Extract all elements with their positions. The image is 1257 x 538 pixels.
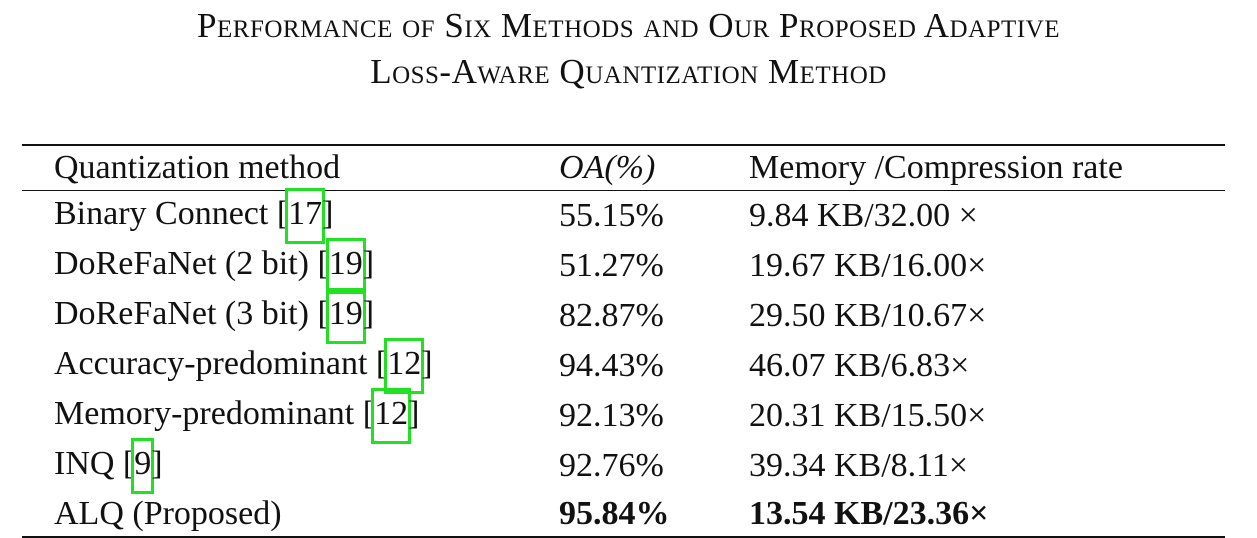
- method-cell: DoReFaNet (2 bit) [19]: [22, 238, 559, 294]
- memory-cell: 20.31 KB/15.50×: [749, 397, 987, 434]
- table-row: ALQ (Proposed) 95.84% 13.54 KB/23.36×: [22, 491, 1225, 537]
- memory-cell: 39.34 KB/8.11×: [749, 447, 969, 484]
- citation-link[interactable]: 19: [325, 288, 366, 344]
- citation-link[interactable]: 9: [131, 438, 155, 494]
- method-cell: Memory-predominant [12]: [22, 388, 559, 444]
- method-text: Binary Connect [: [54, 195, 289, 232]
- table-header: Quantization method OA(%) Memory /Compre…: [22, 145, 1225, 191]
- table-row: INQ [9] 92.76% 39.34 KB/8.11×: [22, 438, 1225, 494]
- header-cell: OA(%): [559, 149, 656, 186]
- method-cell: Accuracy-predominant [12]: [22, 338, 559, 394]
- method-cell: DoReFaNet (3 bit) [19]: [22, 288, 559, 344]
- method-text: ALQ (Proposed): [54, 494, 282, 532]
- method-text: ]: [421, 345, 433, 382]
- oa-cell: 95.84%: [559, 494, 670, 532]
- table-row: Memory-predominant [12] 92.13% 20.31 KB/15…: [22, 388, 1225, 444]
- citation-link[interactable]: 12: [371, 388, 412, 444]
- table-row: Accuracy-predominant [12] 94.43% 46.07 KB/…: [22, 338, 1225, 394]
- oa-cell: 55.15%: [559, 197, 664, 234]
- oa-cell: 94.43%: [559, 347, 664, 384]
- citation-link[interactable]: 19: [325, 238, 366, 294]
- memory-cell: 9.84 KB/32.00 ×: [749, 197, 978, 234]
- table-row: DoReFaNet (3 bit) [19] 82.87% 29.50 KB/10.…: [22, 288, 1225, 344]
- memory-cell: 29.50 KB/10.67×: [749, 297, 987, 334]
- header-row: Quantization method OA(%) Memory /Compre…: [22, 145, 1225, 191]
- method-text: ]: [322, 195, 334, 232]
- method-text: ]: [151, 445, 163, 482]
- method-text: DoReFaNet (2 bit) [: [54, 245, 329, 282]
- caption-line: Performance of Six Methods and Our Propo…: [197, 6, 1060, 45]
- memory-cell: 19.67 KB/16.00×: [749, 247, 987, 284]
- oa-cell: 82.87%: [559, 297, 664, 334]
- method-text: ]: [362, 245, 375, 282]
- table-row: Binary Connect [17] 55.15% 9.84 KB/32.00 ×: [22, 188, 1225, 244]
- memory-cell: 13.54 KB/23.36×: [749, 494, 989, 532]
- oa-cell: 92.76%: [559, 447, 664, 484]
- results-table: Quantization method OA(%) Memory /Compre…: [22, 144, 1225, 538]
- memory-cell: 46.07 KB/6.83×: [749, 347, 970, 384]
- citation-link[interactable]: 17: [285, 188, 326, 244]
- method-text: DoReFaNet (3 bit) [: [54, 295, 329, 332]
- table-body: Binary Connect [17] 55.15% 9.84 KB/32.00 ×…: [22, 188, 1225, 537]
- citation-link[interactable]: 12: [384, 338, 425, 394]
- method-cell: INQ [9]: [22, 438, 559, 494]
- header-cell: Quantization method: [54, 149, 341, 186]
- oa-cell: 51.27%: [559, 247, 664, 284]
- method-text: Accuracy-predominant [: [54, 345, 388, 382]
- method-cell: ALQ (Proposed): [22, 491, 559, 537]
- method-cell: Binary Connect [17]: [22, 188, 559, 244]
- header-cell: Memory /Compression rate: [749, 149, 1123, 186]
- method-text: ]: [408, 395, 420, 432]
- caption-line: Loss-Aware Quantization Method: [370, 52, 887, 91]
- table-row: DoReFaNet (2 bit) [19] 51.27% 19.67 KB/16.…: [22, 238, 1225, 294]
- method-text: Memory-predominant [: [54, 395, 375, 432]
- oa-cell: 92.13%: [559, 397, 664, 434]
- method-text: ]: [362, 295, 375, 332]
- method-text: INQ [: [54, 445, 135, 482]
